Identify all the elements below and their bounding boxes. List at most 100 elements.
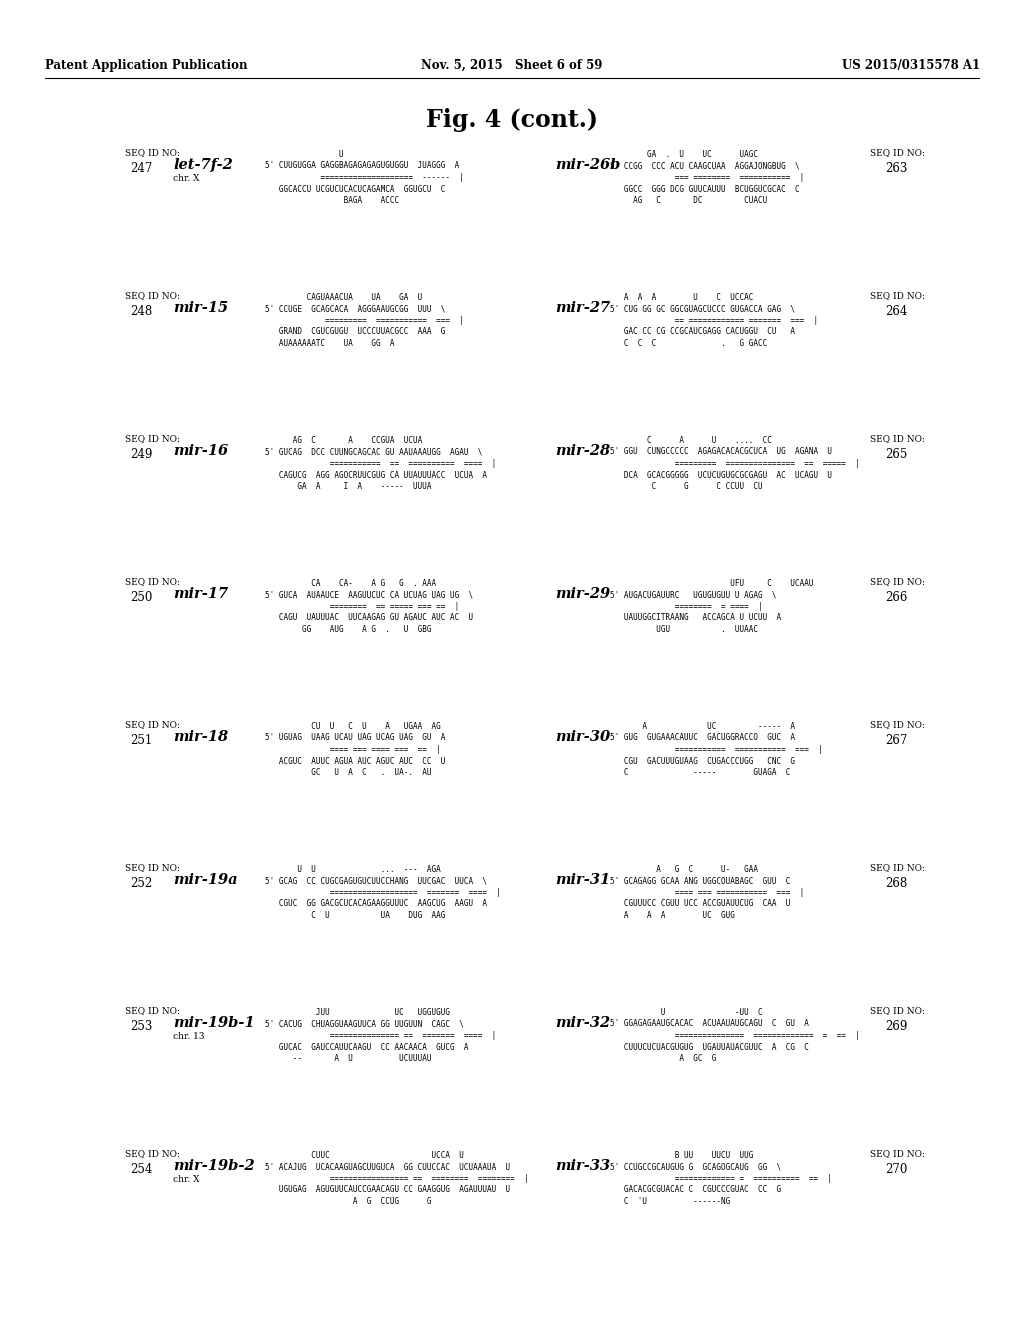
Text: 5' CCUGCCGCAUGUG G  GCAGOGCAUG  GG  \: 5' CCUGCCGCAUGUG G GCAGOGCAUG GG \ <box>610 1163 781 1172</box>
Text: mir-29: mir-29 <box>555 587 610 601</box>
Text: US 2015/0315578 A1: US 2015/0315578 A1 <box>842 58 980 71</box>
Text: AUAAAAAATC    UA    GG  A: AUAAAAAATC UA GG A <box>265 339 394 348</box>
Text: SEQ ID NO:: SEQ ID NO: <box>125 1148 180 1158</box>
Text: C      A      U    ....  CC: C A U .... CC <box>610 436 772 445</box>
Text: chr. X: chr. X <box>173 174 200 183</box>
Text: 247: 247 <box>130 162 153 176</box>
Text: mir-32: mir-32 <box>555 1016 610 1030</box>
Text: ========  == ===== === ==  |: ======== == ===== === == | <box>265 602 459 611</box>
Text: mir-31: mir-31 <box>555 873 610 887</box>
Text: SEQ ID NO:: SEQ ID NO: <box>125 148 180 157</box>
Text: =============== ==  =======  ====  |: =============== == ======= ==== | <box>265 1031 497 1040</box>
Text: 253: 253 <box>130 1020 153 1034</box>
Text: GG    AUG    A G  .   U  GBG: GG AUG A G . U GBG <box>265 624 431 634</box>
Text: ==== === ===========  ===  |: ==== === =========== === | <box>610 888 804 898</box>
Text: SEQ ID NO:: SEQ ID NO: <box>870 290 925 300</box>
Text: 248: 248 <box>130 305 153 318</box>
Text: 268: 268 <box>885 876 907 890</box>
Text: mir-19b-2: mir-19b-2 <box>173 1159 255 1173</box>
Text: ===============  =============  =  ==  |: =============== ============= = == | <box>610 1031 860 1040</box>
Text: Fig. 4 (cont.): Fig. 4 (cont.) <box>426 108 598 132</box>
Text: ===========  ===========  ===  |: =========== =========== === | <box>610 744 822 754</box>
Text: 5' UGUAG  UAAG UCAU UAG UCAG UAG  GU  A: 5' UGUAG UAAG UCAU UAG UCAG UAG GU A <box>265 734 445 742</box>
Text: GGCC  GGG DCG GUUCAUUU  BCUGGUCGCAC  C: GGCC GGG DCG GUUCAUUU BCUGGUCGCAC C <box>610 185 800 194</box>
Text: Patent Application Publication: Patent Application Publication <box>45 58 248 71</box>
Text: C  U           UA    DUG  AAG: C U UA DUG AAG <box>265 911 445 920</box>
Text: =========  ===============  ==  =====  |: ========= =============== == ===== | <box>610 459 860 469</box>
Text: 5' GCAGAGG GCAA ANG UGGCOUABAGC  GUU  C: 5' GCAGAGG GCAA ANG UGGCOUABAGC GUU C <box>610 876 791 886</box>
Text: C  'U          ------NG: C 'U ------NG <box>610 1197 730 1206</box>
Text: U: U <box>265 150 344 158</box>
Text: ===================  =======  ====  |: =================== ======= ==== | <box>265 888 501 898</box>
Text: mir-28: mir-28 <box>555 444 610 458</box>
Text: C  C  C              .   G GACC: C C C . G GACC <box>610 339 767 348</box>
Text: 5' CACUG  CHUAGGUAAGUUCA GG UUGUUN  CAGC  \: 5' CACUG CHUAGGUAAGUUCA GG UUGUUN CAGC \ <box>265 1019 464 1028</box>
Text: 5' CCGG  CCC ACU CAAGCUAA  AGGAJONGBUG  \: 5' CCGG CCC ACU CAAGCUAA AGGAJONGBUG \ <box>610 161 800 170</box>
Text: CU  U   C  U    A   UGAA  AG: CU U C U A UGAA AG <box>265 722 440 731</box>
Text: CAGUAAACUA    UA    GA  U: CAGUAAACUA UA GA U <box>265 293 422 302</box>
Text: CAGU  UAUUUAC  UUCAAGAG GU AGAUC AUC AC  U: CAGU UAUUUAC UUCAAGAG GU AGAUC AUC AC U <box>265 614 473 623</box>
Text: mir-30: mir-30 <box>555 730 610 744</box>
Text: U  U              ...  ---  AGA: U U ... --- AGA <box>265 865 440 874</box>
Text: 254: 254 <box>130 1163 153 1176</box>
Text: CUUC                      UCCA  U: CUUC UCCA U <box>265 1151 464 1160</box>
Text: SEQ ID NO:: SEQ ID NO: <box>125 863 180 873</box>
Text: UFU     C    UCAAU: UFU C UCAAU <box>610 579 813 587</box>
Text: 5' GGU  CUNGCCCCC  AGAGACACACGCUCA  UG  AGANA  U: 5' GGU CUNGCCCCC AGAGACACACGCUCA UG AGAN… <box>610 447 831 457</box>
Text: SEQ ID NO:: SEQ ID NO: <box>870 1148 925 1158</box>
Text: ========  = ====  |: ======== = ==== | <box>610 602 763 611</box>
Text: BAGA    ACCC: BAGA ACCC <box>265 195 399 205</box>
Text: 5' AUGACUGAUURC   UGUGUGUU U AGAG  \: 5' AUGACUGAUURC UGUGUGUU U AGAG \ <box>610 590 776 599</box>
Text: A             UC         -----  A: A UC ----- A <box>610 722 795 731</box>
Text: 5' CUG GG GC GGCGUAGCUCCC GUGACCA GAG  \: 5' CUG GG GC GGCGUAGCUCCC GUGACCA GAG \ <box>610 305 795 314</box>
Text: mir-33: mir-33 <box>555 1159 610 1173</box>
Text: CUUUCUCUACGUGUG  UGAUUAUACGUUC  A  CG  C: CUUUCUCUACGUGUG UGAUUAUACGUUC A CG C <box>610 1043 809 1052</box>
Text: GC   U  A  C   .  UA-.  AU: GC U A C . UA-. AU <box>265 768 431 777</box>
Text: mir-26b: mir-26b <box>555 158 621 172</box>
Text: UGU           .  UUAAC: UGU . UUAAC <box>610 624 758 634</box>
Text: mir-17: mir-17 <box>173 587 228 601</box>
Text: A    A  A        UC  GUG: A A A UC GUG <box>610 911 735 920</box>
Text: chr. X: chr. X <box>173 1175 200 1184</box>
Text: B UU    UUCU  UUG: B UU UUCU UUG <box>610 1151 754 1160</box>
Text: SEQ ID NO:: SEQ ID NO: <box>870 719 925 729</box>
Text: chr. 13: chr. 13 <box>173 1032 205 1041</box>
Text: A  G  CCUG      G: A G CCUG G <box>265 1197 431 1206</box>
Text: 251: 251 <box>130 734 153 747</box>
Text: GACACGCGUACAC C  CGUCCCGUAC  CC  G: GACACGCGUACAC C CGUCCCGUAC CC G <box>610 1185 781 1195</box>
Text: 264: 264 <box>885 305 907 318</box>
Text: ACGUC  AUUC AGUA AUC AGUC AUC  CC  U: ACGUC AUUC AGUA AUC AGUC AUC CC U <box>265 756 445 766</box>
Text: GGCACCU UCGUCUCACUCAGAMCA  GGUGCU  C: GGCACCU UCGUCUCACUCAGAMCA GGUGCU C <box>265 185 445 194</box>
Text: 250: 250 <box>130 591 153 605</box>
Text: 252: 252 <box>130 876 153 890</box>
Text: A  GC  G: A GC G <box>610 1053 717 1063</box>
Text: 249: 249 <box>130 447 153 461</box>
Text: --       A  U          UCUUUAU: -- A U UCUUUAU <box>265 1053 431 1063</box>
Text: CAGUCG  AGG AGOCRUUCGUG CA UUAUUUACC  UCUA  A: CAGUCG AGG AGOCRUUCGUG CA UUAUUUACC UCUA… <box>265 470 487 479</box>
Text: AG  C       A    CCGUA  UCUA: AG C A CCGUA UCUA <box>265 436 422 445</box>
Text: Nov. 5, 2015   Sheet 6 of 59: Nov. 5, 2015 Sheet 6 of 59 <box>421 58 603 71</box>
Text: CGUC  GG GACGCUCACAGAAGGUUUC  AAGCUG  AAGU  A: CGUC GG GACGCUCACAGAAGGUUUC AAGCUG AAGU … <box>265 899 487 908</box>
Text: SEQ ID NO:: SEQ ID NO: <box>125 577 180 586</box>
Text: === ========  ===========  |: === ======== =========== | <box>610 173 804 182</box>
Text: 5' GUG  GUGAAACAUUC  GACUGGRACCO  GUC  A: 5' GUG GUGAAACAUUC GACUGGRACCO GUC A <box>610 734 795 742</box>
Text: C              -----        GUAGA  C: C ----- GUAGA C <box>610 768 791 777</box>
Text: ============= =  ==========  ==  |: ============= = ========== == | <box>610 1173 831 1183</box>
Text: SEQ ID NO:: SEQ ID NO: <box>870 1006 925 1015</box>
Text: mir-27: mir-27 <box>555 301 610 315</box>
Text: let-7f-2: let-7f-2 <box>173 158 232 172</box>
Text: mir-19b-1: mir-19b-1 <box>173 1016 255 1030</box>
Text: C      G      C CCUU  CU: C G C CCUU CU <box>610 482 763 491</box>
Text: CGUUUCC CGUU UCC ACCGUAUUCUG  CAA  U: CGUUUCC CGUU UCC ACCGUAUUCUG CAA U <box>610 899 791 908</box>
Text: 5' GCAG  CC CUGCGAGUGUCUUCCHANG  UUCGAC  UUCA  \: 5' GCAG CC CUGCGAGUGUCUUCCHANG UUCGAC UU… <box>265 876 487 886</box>
Text: 5' GGAGAGAAUGCACAC  ACUAAUAUGCAGU  C  GU  A: 5' GGAGAGAAUGCACAC ACUAAUAUGCAGU C GU A <box>610 1019 809 1028</box>
Text: mir-16: mir-16 <box>173 444 228 458</box>
Text: mir-19a: mir-19a <box>173 873 238 887</box>
Text: A  A  A        U    C  UCCAC: A A A U C UCCAC <box>610 293 754 302</box>
Text: SEQ ID NO:: SEQ ID NO: <box>870 434 925 444</box>
Text: AG   C       DC         CUACU: AG C DC CUACU <box>610 195 767 205</box>
Text: DCA  GCACGGGGG  UCUCUGUGCGCGAGU  AC  UCAGU  U: DCA GCACGGGGG UCUCUGUGCGCGAGU AC UCAGU U <box>610 470 831 479</box>
Text: 5' ACAJUG  UCACAAGUAGCUUGUCA  GG CUUCCAC  UCUAAAUA  U: 5' ACAJUG UCACAAGUAGCUUGUCA GG CUUCCAC U… <box>265 1163 510 1172</box>
Text: mir-18: mir-18 <box>173 730 228 744</box>
Text: GA  .  U    UC      UAGC: GA . U UC UAGC <box>610 150 758 158</box>
